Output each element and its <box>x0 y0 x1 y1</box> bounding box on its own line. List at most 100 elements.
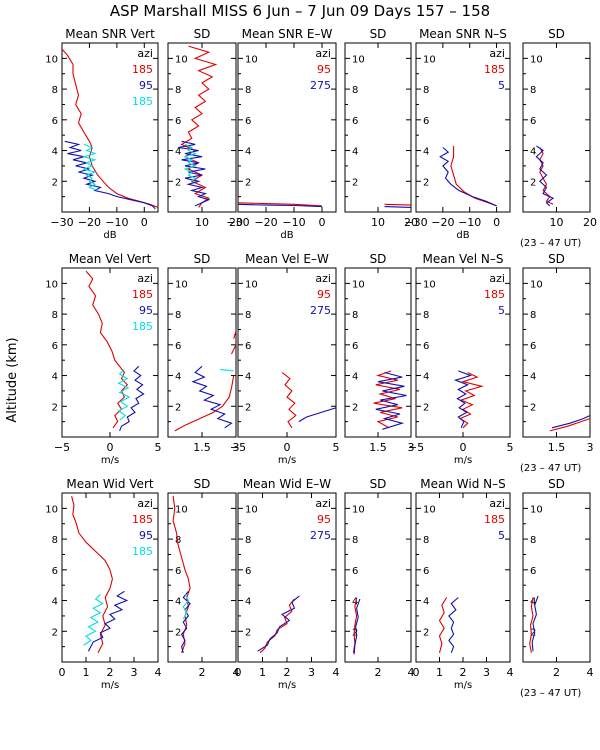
legend-entry: 185 <box>132 545 153 558</box>
x-tick-label: 20 <box>404 216 418 229</box>
series-line-185 <box>62 48 158 208</box>
x-tick-label: 2 <box>460 666 467 679</box>
plot-frame <box>415 42 511 213</box>
y-tick-label: 2 <box>530 627 536 638</box>
y-tick-label: 2 <box>423 627 429 638</box>
series-line-95 <box>87 590 129 652</box>
y-tick-label: 10 <box>352 504 365 515</box>
panel-wid-ns-sd: SD 2 4 6 8 10 2 4 <box>522 477 594 679</box>
x-tick-label: −30 <box>50 216 73 229</box>
y-tick-label: 10 <box>245 279 258 290</box>
y-tick-label: 6 <box>245 341 251 352</box>
x-tick-label: 3 <box>308 666 315 679</box>
series-line-185b <box>231 344 236 355</box>
y-tick-label: 10 <box>45 279 58 290</box>
x-tick-label: 1 <box>436 666 443 679</box>
y-tick-label: 2 <box>352 177 358 188</box>
panel-title: SD <box>370 27 387 41</box>
x-axis-label: m/s <box>454 455 472 466</box>
y-tick-label: 2 <box>423 177 429 188</box>
y-tick-label: 10 <box>530 504 543 515</box>
y-tick-label: 8 <box>175 85 181 96</box>
y-tick-label: 6 <box>423 116 429 127</box>
panel-vel-vert: Mean Vel Vert 2 4 6 8 10 −5 0 5 m/s azi 185 95 185 <box>45 252 161 466</box>
panel-vel-vert-sd: SD 2 4 6 8 10 1.5 3 <box>167 252 240 454</box>
y-tick-label: 4 <box>530 372 536 383</box>
y-tick-label: 6 <box>530 116 536 127</box>
panel-title: SD <box>370 477 387 491</box>
x-tick-label: 10 <box>371 216 385 229</box>
legend-entry: azi <box>137 497 153 510</box>
panel-snr-ew: Mean SNR E–W 2 4 6 8 10 −30 −20 −10 0 dB azi 95 275 <box>226 27 337 241</box>
x-tick-label: 3 <box>131 666 138 679</box>
y-tick-label: 8 <box>352 85 358 96</box>
x-tick-label: −20 <box>431 216 454 229</box>
panel-wid-ns: Mean Wid N–S 2 4 6 8 10 0 1 2 3 4 m/s azi 185 5 <box>413 477 514 691</box>
panel-snr-ns: Mean SNR N–S 2 4 6 8 10 −30 −20 −10 0 dB azi 185 5 <box>404 27 511 241</box>
y-tick-label: 10 <box>175 504 188 515</box>
x-tick-label: 1 <box>259 666 266 679</box>
series-line-95 <box>259 598 295 654</box>
y-tick-label: 10 <box>423 279 436 290</box>
y-tick-label: 6 <box>175 116 181 127</box>
y-tick-label: 10 <box>530 279 543 290</box>
y-tick-label: 4 <box>423 597 429 608</box>
x-axis-label: m/s <box>454 680 472 691</box>
y-tick-label: 8 <box>530 85 536 96</box>
x-tick-label: 5 <box>333 441 340 454</box>
x-tick-label: 0 <box>284 441 291 454</box>
y-tick-label: 6 <box>352 116 358 127</box>
plot-frame <box>237 42 337 213</box>
legend-entry: 95 <box>139 529 153 542</box>
panel-title: SD <box>548 252 565 266</box>
series-line-185 <box>180 45 218 208</box>
x-axis-label: m/s <box>278 680 296 691</box>
legend-entry: 95 <box>317 63 331 76</box>
y-tick-label: 4 <box>423 372 429 383</box>
series-line-5 <box>453 370 473 429</box>
y-tick-label: 8 <box>352 535 358 546</box>
y-tick-label: 2 <box>352 627 358 638</box>
y-tick-label: 6 <box>52 566 58 577</box>
panel-wid-ew-sd: SD 2 4 6 8 10 2 4 <box>344 477 415 679</box>
y-tick-label: 8 <box>245 85 251 96</box>
panel-title: Mean Vel N–S <box>423 252 504 266</box>
y-tick-label: 8 <box>175 535 181 546</box>
x-tick-label: 2 <box>107 666 114 679</box>
x-tick-label: 10 <box>195 216 209 229</box>
series-line-185 <box>438 597 448 653</box>
y-tick-label: 10 <box>175 54 188 65</box>
series-line-185 <box>183 143 197 182</box>
x-tick-label: −30 <box>404 216 427 229</box>
y-tick-label: 10 <box>423 504 436 515</box>
y-tick-label: 4 <box>52 147 58 158</box>
panel-vel-ew: Mean Vel E–W 2 4 6 8 10 −5 0 5 m/s azi 95 275 <box>230 252 340 466</box>
x-tick-label: 0 <box>460 441 467 454</box>
y-tick-label: 2 <box>175 402 181 413</box>
legend-entry: 95 <box>317 288 331 301</box>
series-line-5 <box>551 415 590 429</box>
panel-wid-vert-sd: SD 2 4 6 8 10 2 4 <box>167 477 240 679</box>
series-line-95 <box>191 365 233 429</box>
panel-snr-ns-sd: SD 2 4 6 8 10 10 20 <box>522 27 597 229</box>
y-tick-label: 8 <box>52 310 58 321</box>
x-tick-label: 2 <box>284 666 291 679</box>
y-tick-label: 8 <box>530 535 536 546</box>
x-tick-label: −5 <box>230 441 246 454</box>
y-tick-label: 4 <box>52 372 58 383</box>
panel-title: SD <box>194 252 211 266</box>
legend-entry: 95 <box>139 79 153 92</box>
series-line-275 <box>375 371 407 430</box>
legend-entry: 185 <box>484 513 505 526</box>
panel-title: Mean SNR N–S <box>419 27 507 41</box>
y-tick-label: 8 <box>352 310 358 321</box>
panel-wid-vert: Mean Wid Vert 2 4 6 8 10 0 1 2 3 4 m/s azi 185 95 185 <box>45 477 161 691</box>
series-line-185 <box>85 270 129 429</box>
x-tick-label: 3 <box>483 666 490 679</box>
x-tick-label: 2 <box>375 666 382 679</box>
x-tick-label: 3 <box>408 441 415 454</box>
y-tick-label: 2 <box>530 177 536 188</box>
legend-entry: azi <box>315 47 331 60</box>
y-tick-label: 2 <box>245 627 251 638</box>
